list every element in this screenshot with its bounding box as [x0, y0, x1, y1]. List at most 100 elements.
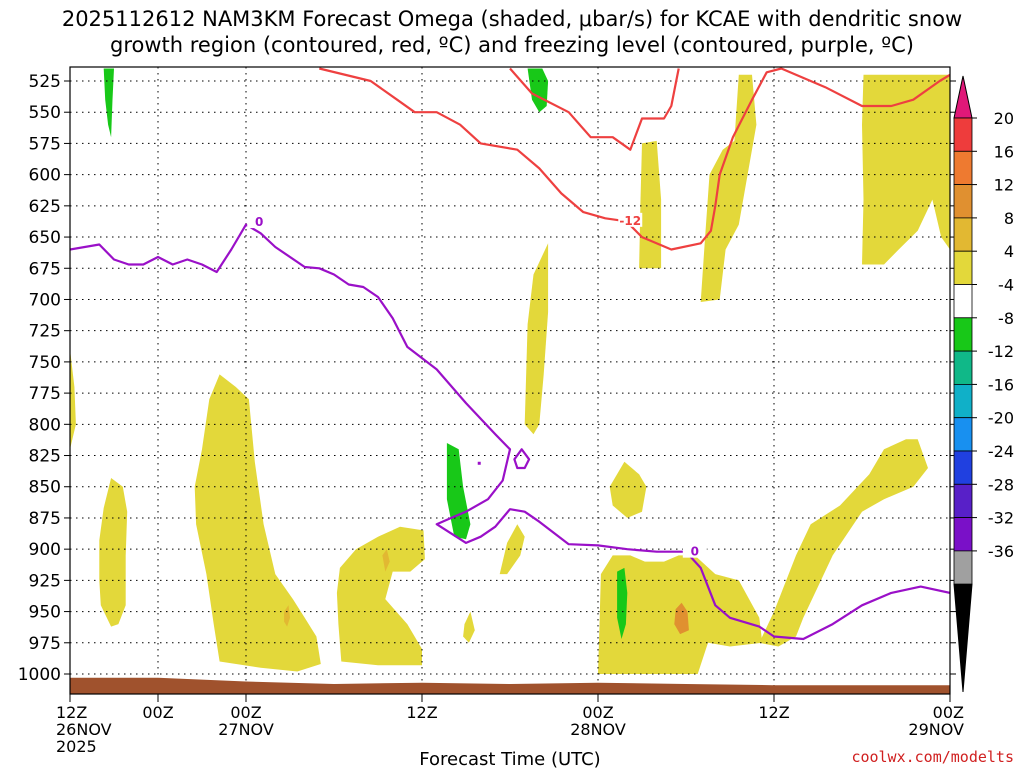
- x-tick-label: 00Z: [142, 703, 173, 722]
- colorbar-bin: [953, 417, 973, 452]
- y-tick-label: 775: [29, 384, 61, 404]
- y-axis-ticks: 525 550 575 600 625 650 675 700 725 750 775 800 825 8…: [18, 72, 956, 685]
- dgz-contour-label: -12: [619, 214, 641, 228]
- colorbar-tick-label: 12: [994, 176, 1014, 195]
- colorbar-tick-label: -20: [988, 409, 1014, 428]
- omega-shading-layer: [70, 68, 950, 674]
- x-tick-label: 00Z: [582, 703, 613, 722]
- freezing-contour-label-1-bg: [247, 214, 272, 229]
- y-tick-label: 525: [29, 72, 61, 92]
- omega-spot-hour15: [284, 605, 290, 627]
- x-tick-date: 27NOV: [218, 720, 274, 739]
- colorbar: 20 16 12 8 4 -4 -8 -12 -16 -20 -24 -28 -32 -36: [953, 75, 1014, 693]
- omega-region-left-edge: [70, 349, 76, 450]
- y-tick-label: 850: [29, 478, 61, 498]
- omega-region-hour18: [336, 526, 425, 666]
- colorbar-bin: [953, 317, 973, 352]
- y-tick-label: 575: [29, 134, 61, 154]
- omega-neg-hour31: [527, 68, 549, 113]
- colorbar-bin: [953, 184, 973, 219]
- colorbar-bin: [953, 517, 973, 552]
- omega-region-hour26: [463, 611, 475, 643]
- freezing-contour-label-2-bg: [682, 543, 707, 558]
- omega-region-hour2: [99, 478, 128, 627]
- y-tick-label: 625: [29, 197, 61, 217]
- colorbar-bin: [953, 284, 973, 319]
- colorbar-tick-label: -16: [988, 375, 1014, 394]
- y-tick-label: 900: [29, 540, 61, 560]
- colorbar-tick-label: -36: [988, 542, 1014, 561]
- x-tick-label: 12Z: [758, 703, 789, 722]
- colorbar-tick-label: -24: [988, 442, 1014, 461]
- contour-labels-layer: -12 0 0: [247, 212, 707, 559]
- colorbar-bottom-arrow: [953, 583, 973, 693]
- dgz-contour-label-bg: [618, 212, 643, 227]
- y-tick-label: 675: [29, 259, 61, 279]
- terrain-fill: [70, 677, 950, 694]
- omega-region-hour38-column: [639, 140, 662, 269]
- colorbar-top-arrow: [953, 75, 973, 119]
- omega-spot-hour42: [674, 602, 689, 635]
- dgz-line-lower: [625, 67, 950, 251]
- dgz-line-top: [509, 67, 680, 151]
- gridlines: [70, 67, 950, 694]
- dgz-line-upper: [319, 67, 624, 222]
- omega-region-hour43-column: [700, 74, 757, 302]
- freezing-loop-hour31: [513, 448, 531, 470]
- colorbar-tick-label: -28: [988, 475, 1014, 494]
- y-tick-label: 650: [29, 228, 61, 248]
- omega-spot-hour22: [382, 549, 390, 572]
- freezing-contour-label-2: 0: [691, 545, 699, 559]
- omega-region-hour45-rising: [759, 439, 928, 647]
- y-tick-label: 950: [29, 603, 61, 623]
- y-tick-label: 1000: [18, 665, 61, 685]
- colorbar-tick-label: -8: [998, 309, 1014, 328]
- freezing-speck: [477, 461, 481, 465]
- y-tick-label: 825: [29, 447, 61, 467]
- colorbar-bin: [953, 383, 973, 419]
- x-tick-label: 12Z: [56, 703, 87, 722]
- y-tick-label: 975: [29, 634, 61, 654]
- colorbar-bin: [953, 450, 973, 485]
- x-axis-label: Forecast Time (UTC): [419, 749, 600, 768]
- omega-region-hour32: [524, 243, 549, 435]
- colorbar-bin: [953, 250, 973, 285]
- chart-title-line-2: growth region (contoured, red, ºC) and f…: [110, 33, 914, 57]
- colorbar-tick-label: 4: [1004, 242, 1014, 261]
- colorbar-bin: [953, 150, 973, 186]
- colorbar-bin: [953, 483, 973, 518]
- y-tick-label: 550: [29, 103, 61, 123]
- omega-neg-hour25: [446, 443, 471, 540]
- colorbar-tick-label: -12: [988, 342, 1014, 361]
- y-tick-label: 925: [29, 571, 61, 591]
- colorbar-bin: [953, 117, 973, 152]
- omega-region-hour9: [194, 374, 321, 672]
- omega-neg-hour2: [103, 68, 114, 138]
- x-tick-year: 2025: [56, 737, 97, 756]
- y-tick-label: 800: [29, 415, 61, 435]
- freezing-line-main: [70, 223, 950, 641]
- x-tick-label: 00Z: [230, 703, 261, 722]
- colorbar-tick-label: -4: [998, 276, 1014, 295]
- x-tick-label: 00Z: [933, 703, 964, 722]
- colorbar-tick-label: 16: [994, 142, 1014, 161]
- x-tick-date: 29NOV: [908, 720, 964, 739]
- omega-region-hour29: [499, 524, 525, 575]
- y-tick-label: 600: [29, 166, 61, 186]
- source-credit: coolwx.com/modelts: [851, 748, 1014, 766]
- chart-title-line-1: 2025112612 NAM3KM Forecast Omega (shaded…: [62, 7, 962, 31]
- y-tick-label: 725: [29, 322, 61, 342]
- contour-lines-layer: [70, 67, 950, 641]
- colorbar-bin: [953, 217, 973, 252]
- y-tick-label: 750: [29, 353, 61, 373]
- omega-region-top-right: [862, 74, 950, 265]
- y-tick-label: 875: [29, 509, 61, 529]
- x-tick-label: 12Z: [406, 703, 437, 722]
- terrain-layer: [70, 677, 950, 694]
- x-tick-date: 28NOV: [570, 720, 626, 739]
- freezing-contour-label-1: 0: [255, 215, 263, 229]
- plot-frame: [69, 66, 951, 695]
- colorbar-tick-label: -32: [988, 509, 1014, 528]
